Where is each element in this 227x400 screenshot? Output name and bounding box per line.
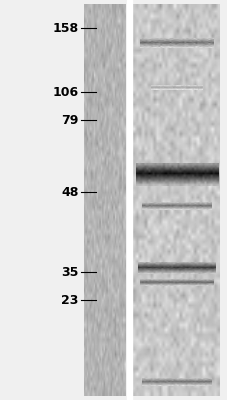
Text: 35: 35: [61, 266, 78, 278]
Bar: [126, 0, 132, 400]
Text: 158: 158: [52, 22, 78, 34]
Text: 79: 79: [61, 114, 78, 126]
Text: 106: 106: [52, 86, 78, 98]
Text: 23: 23: [61, 294, 78, 306]
Text: 48: 48: [61, 186, 78, 198]
